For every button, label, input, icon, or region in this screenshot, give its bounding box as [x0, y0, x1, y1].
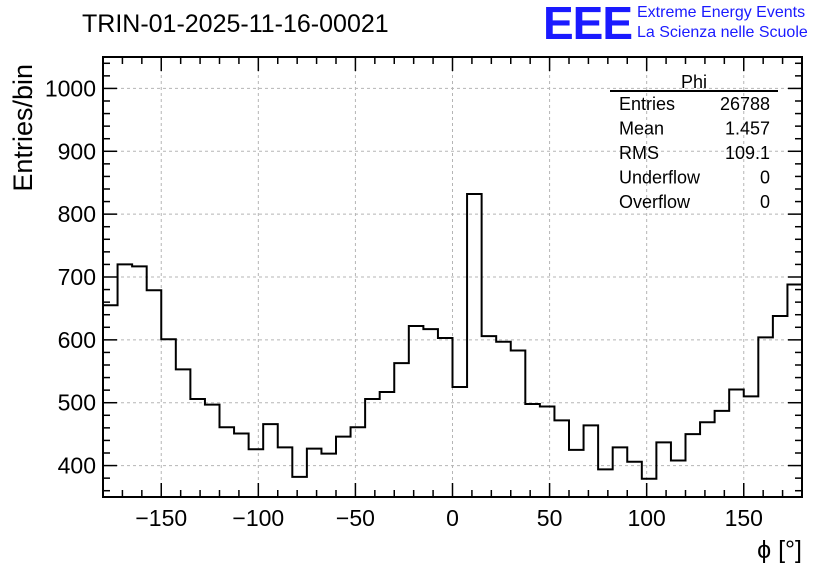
stats-value: 26788 [720, 94, 770, 114]
x-tick-label: −150 [135, 505, 187, 531]
y-tick-label: 800 [58, 201, 96, 227]
page-title: TRIN-01-2025-11-16-00021 [82, 10, 389, 38]
eee-logo: EEE [543, 0, 633, 49]
stats-value: 1.457 [725, 119, 770, 139]
stats-label: Entries [619, 94, 675, 114]
y-tick-labels: 400 500 600 700 800 900 1000 [45, 75, 96, 478]
grid [103, 57, 802, 497]
stats-label: Overflow [619, 192, 691, 212]
x-tick-label: −100 [232, 505, 284, 531]
logo-caption: Extreme Energy Events La Scienza nelle S… [637, 3, 808, 43]
x-tick-label: 100 [627, 505, 665, 531]
stats-value: 0 [760, 168, 770, 188]
logo-line-1: Extreme Energy Events [637, 4, 806, 21]
y-tick-label: 600 [58, 327, 96, 353]
y-tick-label: 1000 [45, 75, 96, 101]
y-tick-label: 500 [58, 390, 96, 416]
x-tick-label: −50 [336, 505, 375, 531]
x-tick-label: 50 [537, 505, 563, 531]
stats-label: RMS [619, 143, 659, 163]
stats-label: Mean [619, 119, 664, 139]
stats-title: Phi [681, 72, 707, 92]
axis-ticks [102, 57, 803, 497]
y-axis-label: Entries/bin [8, 64, 38, 192]
x-axis-label: ϕ [°] [757, 536, 802, 564]
stats-label: Underflow [619, 168, 701, 188]
x-tick-label: 0 [446, 505, 459, 531]
x-tick-labels: −150 −100 −50 0 50 100 150 [135, 505, 763, 531]
stats-rows: Entries 26788 Mean 1.457 RMS 109.1 Underflow 0 O… [619, 94, 770, 212]
histogram-line [103, 193, 803, 480]
stats-value: 0 [760, 192, 770, 212]
stats-value: 109.1 [725, 143, 770, 163]
logo-line-2: La Scienza nelle Scuole [637, 24, 808, 41]
y-tick-label: 900 [58, 138, 96, 164]
y-tick-label: 700 [58, 264, 96, 290]
stats-box: Phi Entries 26788 Mean 1.457 RMS 109.1 Underfl… [610, 72, 778, 212]
y-tick-label: 400 [58, 453, 96, 479]
x-tick-label: 150 [725, 505, 763, 531]
